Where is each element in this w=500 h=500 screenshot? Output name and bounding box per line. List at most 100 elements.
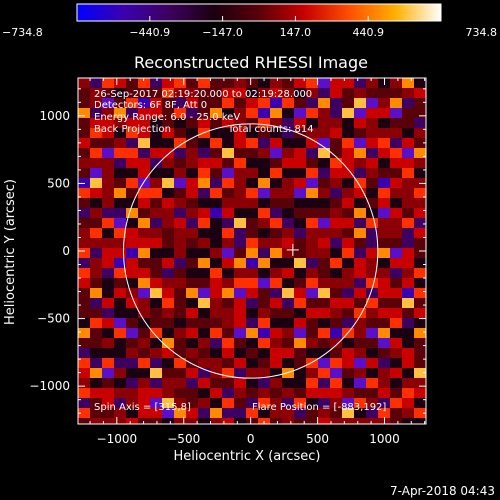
heatmap-cell (366, 328, 379, 339)
heatmap-cell (342, 278, 355, 289)
heatmap-cell (294, 308, 307, 319)
heatmap-cell (90, 408, 103, 419)
heatmap-cell (282, 148, 295, 159)
heatmap-cell (198, 168, 211, 179)
heatmap-cell (114, 138, 127, 149)
heatmap-cell (186, 168, 199, 179)
heatmap-cell (198, 318, 211, 329)
heatmap-cell (390, 278, 403, 289)
heatmap-cell (390, 328, 403, 339)
heatmap-cell (378, 148, 391, 159)
heatmap-cell (270, 368, 283, 379)
heatmap-cell (414, 378, 426, 389)
heatmap-cell (330, 308, 343, 319)
heatmap-cell (126, 98, 139, 109)
heatmap-cell (162, 188, 175, 199)
heatmap-cell (222, 138, 235, 149)
colorbar (76, 3, 442, 22)
heatmap-cell (234, 188, 247, 199)
heatmap-cell (126, 178, 139, 189)
heatmap-cell (78, 188, 91, 199)
heatmap-cell (366, 298, 379, 309)
heatmap-cell (366, 368, 379, 379)
heatmap-cell (162, 128, 175, 139)
heatmap-cell (234, 258, 247, 269)
heatmap-cell (102, 408, 115, 419)
heatmap-cell (318, 228, 331, 239)
y-axis-label: Heliocentric Y (arcsec) (3, 179, 18, 325)
heatmap-cell (198, 258, 211, 269)
heatmap-cell (102, 88, 115, 99)
heatmap-cell (78, 268, 91, 279)
heatmap-cell (294, 328, 307, 339)
heatmap-cell (138, 288, 151, 299)
heatmap-cell (366, 348, 379, 359)
heatmap-cell (330, 198, 343, 209)
heatmap-cell (234, 158, 247, 169)
heatmap-cell (198, 368, 211, 379)
heatmap-cell (138, 228, 151, 239)
heatmap-cell (126, 278, 139, 289)
heatmap-cell (174, 318, 187, 329)
heatmap-cell (174, 88, 187, 99)
heatmap-cell (138, 298, 151, 309)
heatmap-cell (210, 408, 223, 419)
heatmap-cell (246, 238, 259, 249)
heatmap-cell (282, 198, 295, 209)
heatmap-cell (138, 258, 151, 269)
heatmap-cell (378, 368, 391, 379)
heatmap-cell (102, 208, 115, 219)
heatmap-cell (378, 398, 391, 409)
heatmap-cell (378, 348, 391, 359)
heatmap-cell (138, 358, 151, 369)
heatmap-cell (366, 168, 379, 179)
heatmap-cell (150, 188, 163, 199)
heatmap-cell (246, 278, 259, 289)
heatmap-cell (282, 168, 295, 179)
heatmap-cell (198, 148, 211, 159)
heatmap-cell (342, 78, 355, 89)
heatmap-cell (390, 308, 403, 319)
heatmap-cell (270, 108, 283, 119)
heatmap-cell (402, 278, 415, 289)
heatmap-cell (234, 358, 247, 369)
heatmap-cell (126, 318, 139, 329)
heatmap-cell (234, 118, 247, 129)
heatmap-cell (330, 258, 343, 269)
heatmap-cell (114, 308, 127, 319)
heatmap-cell (186, 238, 199, 249)
heatmap-cell (90, 238, 103, 249)
heatmap-cell (306, 158, 319, 169)
spin-axis-marker (286, 243, 299, 256)
heatmap-cell (222, 318, 235, 329)
heatmap-cell (342, 268, 355, 279)
heatmap-cell (162, 418, 175, 424)
heatmap-cell (294, 368, 307, 379)
heatmap-cell (294, 278, 307, 289)
heatmap-cell (342, 408, 355, 419)
solar-limb-circle (123, 123, 379, 379)
heatmap-cell (342, 328, 355, 339)
heatmap-cell (138, 248, 151, 259)
heatmap-cell (210, 388, 223, 399)
heatmap-cell (186, 418, 199, 424)
heatmap-cell (162, 178, 175, 189)
heatmap-cell (102, 418, 115, 424)
heatmap-cell (318, 148, 331, 159)
heatmap-cell (174, 258, 187, 269)
heatmap-cell (186, 368, 199, 379)
heatmap-cell (330, 288, 343, 299)
heatmap-cell (366, 148, 379, 159)
heatmap-cell (90, 308, 103, 319)
heatmap-cell (306, 188, 319, 199)
heatmap-cell (78, 338, 91, 349)
heatmap-cell (102, 158, 115, 169)
heatmap-cell (234, 278, 247, 289)
heatmap-cell (258, 328, 271, 339)
heatmap-cell (126, 228, 139, 239)
heatmap-cell (258, 398, 271, 409)
heatmap-cell (186, 148, 199, 159)
heatmap-cell (306, 358, 319, 369)
heatmap-cell (234, 328, 247, 339)
heatmap-cell (414, 128, 426, 139)
